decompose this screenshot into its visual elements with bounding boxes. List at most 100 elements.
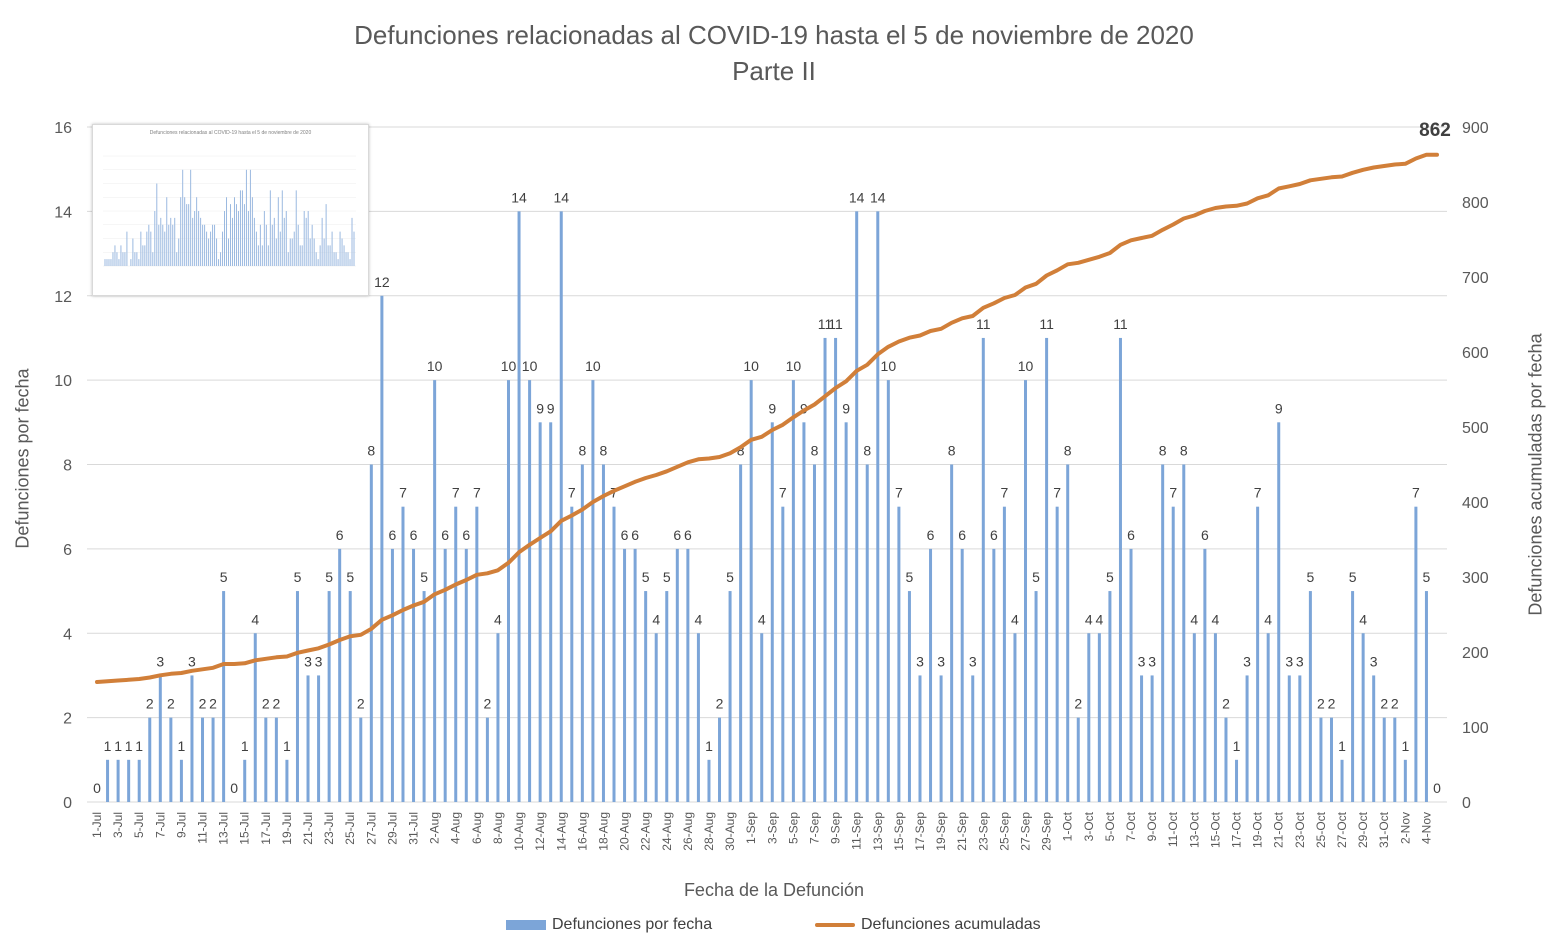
bar: [897, 506, 901, 802]
inset-bar: [188, 204, 190, 266]
x-tick-label: 10-Aug: [512, 812, 526, 851]
inset-bar: [144, 245, 146, 266]
bar-data-label: 7: [1001, 485, 1009, 501]
x-tick-label: 19-Jul: [280, 812, 294, 845]
inset-bar: [166, 197, 168, 266]
x-tick-label: 4-Nov: [1419, 812, 1433, 844]
bar: [1287, 675, 1291, 802]
x-tick-label: 27-Sep: [1019, 812, 1033, 851]
bar-data-label: 9: [842, 400, 850, 416]
inset-bar: [140, 231, 142, 266]
legend-bar-swatch: [506, 920, 546, 930]
inset-bar: [194, 211, 196, 266]
bar-data-label: 14: [870, 189, 886, 205]
inset-bar: [275, 238, 277, 266]
inset-bar: [279, 231, 281, 266]
x-tick-label: 4-Aug: [449, 812, 463, 844]
x-tick-label: 17-Jul: [259, 812, 273, 845]
bar: [1087, 633, 1091, 802]
bar: [1361, 633, 1365, 802]
inset-bar: [297, 224, 299, 266]
x-tick-label: 21-Jul: [301, 812, 315, 845]
inset-bar: [289, 238, 291, 266]
x-tick-label: 2-Nov: [1398, 812, 1412, 844]
bar-data-label: 10: [585, 358, 601, 374]
bar: [855, 211, 859, 802]
inset-bar: [267, 245, 269, 266]
bar-data-label: 6: [462, 527, 470, 543]
x-tick-label: 1-Oct: [1061, 811, 1075, 841]
bar: [834, 337, 838, 802]
bar-data-label: 12: [374, 274, 390, 290]
bar: [1203, 548, 1207, 802]
inset-mini-chart: [103, 155, 356, 267]
bar-data-label: 6: [621, 527, 629, 543]
bar: [1256, 506, 1260, 802]
bar: [591, 380, 595, 802]
bar-data-label: 7: [1412, 485, 1420, 501]
bar: [992, 548, 996, 802]
x-tick-label: 25-Jul: [343, 812, 357, 845]
x-tick-label: 25-Sep: [997, 812, 1011, 851]
bar: [760, 633, 764, 802]
bar: [960, 548, 964, 802]
bar: [791, 380, 795, 802]
x-tick-label: 27-Oct: [1335, 811, 1349, 848]
inset-bar: [333, 252, 335, 266]
bar-data-label: 8: [578, 443, 586, 459]
inset-bar: [222, 231, 224, 266]
x-tick-label: 27-Jul: [364, 812, 378, 845]
x-tick-label: 7-Oct: [1124, 811, 1138, 841]
inset-bar: [120, 245, 122, 266]
x-tick-label: 13-Sep: [871, 812, 885, 851]
bar-data-label: 2: [1317, 696, 1325, 712]
inset-bar: [112, 252, 114, 266]
bar-data-label: 3: [1148, 653, 1156, 669]
bar: [612, 506, 616, 802]
inset-bar: [257, 245, 259, 266]
bar-data-label: 7: [452, 485, 460, 501]
bar-data-label: 6: [389, 527, 397, 543]
y-left-tick-label: 10: [54, 373, 72, 390]
bar-data-label: 7: [473, 485, 481, 501]
y-left-tick-label: 14: [54, 204, 72, 221]
bar-data-label: 2: [1380, 696, 1388, 712]
inset-bar: [170, 217, 172, 266]
x-tick-label: 3-Jul: [111, 812, 125, 838]
bar-data-label: 1: [705, 738, 713, 754]
inset-bar: [156, 183, 158, 266]
bar-data-label: 1: [125, 738, 133, 754]
bar: [443, 548, 447, 802]
inset-bar: [331, 231, 333, 266]
bar: [1319, 717, 1323, 802]
inset-bar: [269, 190, 271, 266]
bar: [253, 633, 257, 802]
bar-data-label: 7: [1169, 485, 1177, 501]
inset-bar: [299, 245, 301, 266]
inset-bar: [277, 197, 279, 266]
bar: [918, 675, 922, 802]
bar: [148, 717, 152, 802]
inset-bar: [251, 197, 253, 266]
bar: [1224, 717, 1228, 802]
x-tick-label: 26-Aug: [681, 812, 695, 851]
x-tick-label: 7-Jul: [153, 812, 167, 838]
bar-data-label: 3: [937, 653, 945, 669]
bar: [538, 422, 542, 802]
bar: [981, 337, 985, 802]
inset-bar: [313, 238, 315, 266]
bar-data-label: 10: [881, 358, 897, 374]
bar: [718, 717, 722, 802]
bar-data-label: 8: [1159, 443, 1167, 459]
bar-data-label: 11: [976, 316, 991, 332]
bar-data-label: 6: [1127, 527, 1135, 543]
inset-bar: [190, 169, 192, 266]
x-tick-label: 31-Jul: [407, 812, 421, 845]
bar-data-label: 2: [167, 696, 175, 712]
x-tick-label: 29-Sep: [1040, 812, 1054, 851]
bar: [116, 759, 120, 802]
bar: [517, 211, 521, 802]
bar: [1298, 675, 1302, 802]
inset-bar: [339, 231, 341, 266]
x-tick-label: 22-Aug: [639, 812, 653, 851]
